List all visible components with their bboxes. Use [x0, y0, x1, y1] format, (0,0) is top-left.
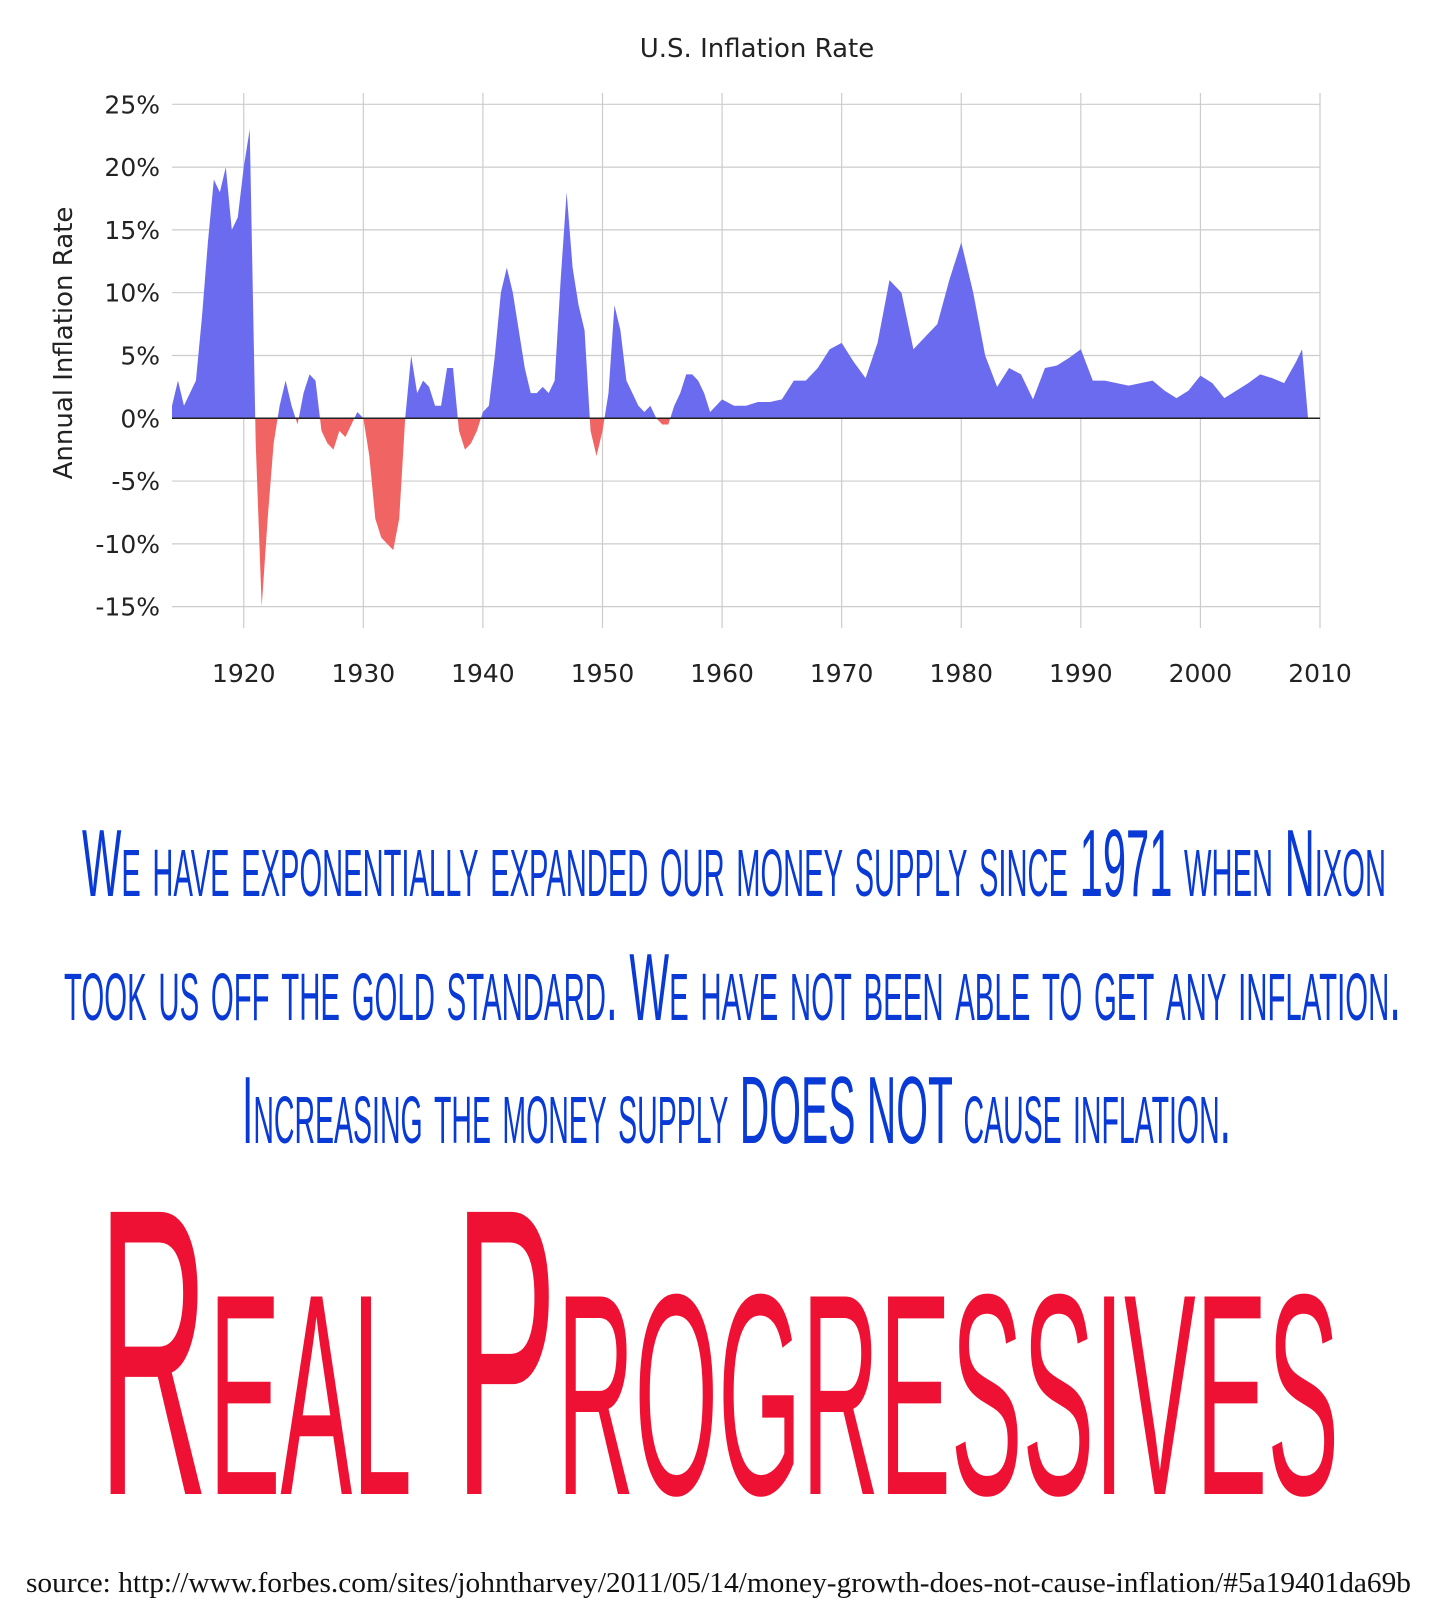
y-tick-label: -15% — [95, 593, 160, 622]
caption-line: took us off the gold standard. We have n… — [64, 934, 1401, 1041]
y-tick-label: 0% — [120, 404, 160, 433]
x-tick-label: 2010 — [1288, 659, 1352, 688]
inflation-area — [172, 129, 1309, 607]
x-tick-label: 1980 — [929, 659, 993, 688]
x-tick-label: 1940 — [451, 659, 515, 688]
x-tick-label: 1950 — [571, 659, 635, 688]
y-tick-label: 10% — [104, 279, 160, 308]
x-tick-label: 1930 — [332, 659, 396, 688]
x-tick-label: 2000 — [1169, 659, 1233, 688]
banner: Real Progressives — [98, 1123, 1339, 1581]
y-tick-label: -10% — [95, 530, 160, 559]
x-tick-label: 1990 — [1049, 659, 1113, 688]
caption-line: Increasing the money supply DOES NOT cau… — [242, 1057, 1231, 1164]
y-tick-label: 20% — [104, 153, 160, 182]
x-tick-label: 1970 — [810, 659, 874, 688]
x-tick-label: 1960 — [690, 659, 754, 688]
y-tick-label: 25% — [104, 90, 160, 119]
y-axis-label: Annual Inflation Rate — [49, 207, 79, 480]
x-tick-label: 1920 — [212, 659, 276, 688]
caption-line: We have exponentially expanded our money… — [82, 810, 1386, 917]
y-tick-label: 15% — [104, 216, 160, 245]
source: source: http://www.forbes.com/sites/john… — [26, 1567, 1411, 1599]
y-tick-label: 5% — [120, 341, 160, 370]
y-tick-label: -5% — [111, 467, 160, 496]
chart-title: U.S. Inflation Rate — [640, 34, 874, 64]
